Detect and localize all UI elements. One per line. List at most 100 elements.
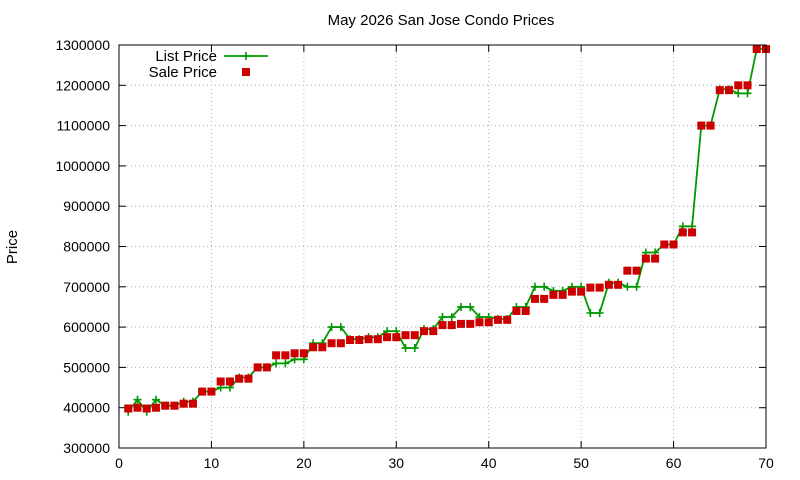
sale-price-point bbox=[484, 318, 493, 327]
x-tick-label: 40 bbox=[481, 455, 497, 471]
sale-price-point bbox=[438, 321, 447, 330]
list-price-point bbox=[595, 308, 604, 317]
sale-price-point bbox=[678, 228, 687, 237]
sale-price-point bbox=[216, 377, 225, 386]
sale-price-point bbox=[151, 403, 160, 412]
x-tick-label: 70 bbox=[758, 455, 774, 471]
sale-price-point bbox=[577, 287, 586, 296]
sale-price-point bbox=[161, 401, 170, 410]
sale-price-point bbox=[364, 335, 373, 344]
list-price-point bbox=[327, 323, 336, 332]
sale-price-point bbox=[549, 290, 558, 299]
sale-price-point bbox=[336, 339, 345, 348]
sale-price-point bbox=[244, 374, 253, 383]
list-price-point bbox=[410, 344, 419, 353]
y-tick-label: 800000 bbox=[63, 239, 110, 255]
sale-price-point bbox=[734, 81, 743, 90]
series-sale-price bbox=[124, 45, 770, 413]
plot-frame bbox=[118, 44, 767, 449]
y-tick-label: 1300000 bbox=[55, 37, 110, 53]
sale-price-point bbox=[170, 401, 179, 410]
sale-price-point bbox=[253, 363, 262, 372]
sale-price-point bbox=[383, 333, 392, 342]
sale-price-point bbox=[447, 321, 456, 330]
sale-price-point bbox=[355, 335, 364, 344]
list-price-line bbox=[127, 48, 766, 414]
sale-price-point bbox=[512, 306, 521, 315]
y-tick-label: 1200000 bbox=[55, 77, 110, 93]
sale-price-point bbox=[373, 335, 382, 344]
list-price-point bbox=[466, 302, 475, 311]
sale-price-point bbox=[392, 333, 401, 342]
y-tick-label: 900000 bbox=[63, 198, 110, 214]
x-tick-label: 60 bbox=[666, 455, 682, 471]
sale-price-point bbox=[660, 240, 669, 249]
x-tick-label: 50 bbox=[573, 455, 589, 471]
sale-price-point bbox=[309, 343, 318, 352]
y-tick-label: 1100000 bbox=[57, 118, 111, 134]
list-price-point bbox=[336, 323, 345, 332]
list-price-point bbox=[133, 395, 142, 404]
y-tick-label: 500000 bbox=[63, 359, 110, 375]
legend-list-price-marker bbox=[242, 52, 250, 60]
sale-price-point bbox=[235, 374, 244, 383]
sale-price-point bbox=[133, 403, 142, 412]
grid bbox=[119, 45, 766, 448]
sale-price-point bbox=[142, 404, 151, 413]
legend-sale-price-marker bbox=[242, 68, 250, 76]
sale-price-point bbox=[299, 349, 308, 358]
sale-price-point bbox=[401, 331, 410, 340]
legend-swatch-list-price bbox=[224, 52, 268, 60]
legend-label-list-price: List Price bbox=[155, 48, 217, 65]
sale-price-point bbox=[697, 121, 706, 130]
sale-price-point bbox=[456, 319, 465, 328]
legend-label-sale-price: Sale Price bbox=[149, 64, 217, 81]
sale-price-point bbox=[272, 351, 281, 360]
list-price-point bbox=[540, 282, 549, 291]
sale-price-point bbox=[225, 377, 234, 386]
sale-price-point bbox=[614, 280, 623, 289]
sale-price-point bbox=[743, 81, 752, 90]
sale-price-point bbox=[641, 254, 650, 263]
sale-price-point bbox=[207, 387, 216, 396]
sale-price-point bbox=[558, 290, 567, 299]
list-price-point bbox=[623, 282, 632, 291]
sale-price-point bbox=[281, 351, 290, 360]
sale-price-point bbox=[651, 254, 660, 263]
sale-price-point bbox=[410, 331, 419, 340]
y-axis-label: Price bbox=[4, 230, 21, 264]
sale-price-point bbox=[493, 315, 502, 324]
sale-price-point bbox=[604, 280, 613, 289]
sale-price-point bbox=[706, 121, 715, 130]
sale-price-point bbox=[669, 240, 678, 249]
list-price-point bbox=[438, 313, 447, 322]
sale-price-point bbox=[595, 283, 604, 292]
axis-ticks: 300000 400000 500000 600000 700000 800000 9000… bbox=[55, 37, 774, 471]
sale-price-point bbox=[567, 287, 576, 296]
sale-price-point bbox=[623, 266, 632, 275]
y-tick-label: 1000000 bbox=[55, 158, 110, 174]
sale-price-point bbox=[688, 228, 697, 237]
x-tick-label: 10 bbox=[204, 455, 220, 471]
sale-price-point bbox=[429, 327, 438, 336]
sale-price-point bbox=[521, 306, 530, 315]
sale-price-point bbox=[466, 319, 475, 328]
x-tick-label: 30 bbox=[388, 455, 404, 471]
legend-swatch-sale-price bbox=[242, 68, 250, 76]
y-tick-label: 400000 bbox=[63, 400, 110, 416]
list-price-point bbox=[401, 344, 410, 353]
sale-price-point bbox=[124, 404, 133, 413]
y-tick-label: 300000 bbox=[63, 440, 110, 456]
sale-price-point bbox=[346, 335, 355, 344]
sale-price-point bbox=[262, 363, 271, 372]
sale-price-point bbox=[188, 399, 197, 408]
list-price-point bbox=[456, 302, 465, 311]
list-price-point bbox=[632, 282, 641, 291]
list-price-point bbox=[272, 359, 281, 368]
sale-price-point bbox=[179, 399, 188, 408]
sale-price-point bbox=[318, 343, 327, 352]
sale-price-point bbox=[586, 283, 595, 292]
sale-price-point bbox=[632, 266, 641, 275]
list-price-point bbox=[447, 313, 456, 322]
sale-price-point bbox=[503, 315, 512, 324]
